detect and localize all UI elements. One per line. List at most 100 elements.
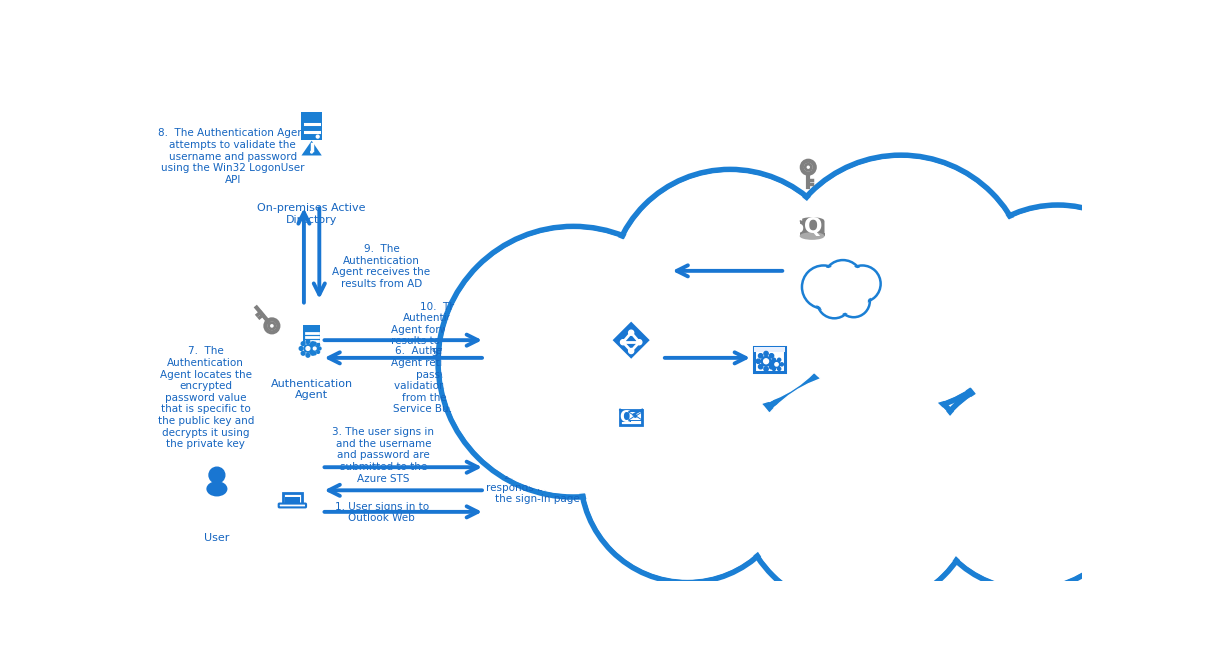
Circle shape bbox=[310, 343, 320, 353]
Circle shape bbox=[780, 363, 784, 366]
Circle shape bbox=[311, 351, 315, 355]
Circle shape bbox=[926, 380, 1132, 586]
Circle shape bbox=[816, 284, 851, 318]
Circle shape bbox=[763, 367, 768, 371]
Circle shape bbox=[763, 358, 768, 364]
Circle shape bbox=[312, 346, 317, 351]
Text: Azure Active Directory: Azure Active Directory bbox=[573, 383, 690, 392]
Circle shape bbox=[312, 347, 317, 351]
Circle shape bbox=[740, 373, 976, 607]
Circle shape bbox=[438, 227, 709, 497]
Text: SQL: SQL bbox=[788, 217, 836, 237]
Circle shape bbox=[759, 364, 762, 369]
Circle shape bbox=[778, 358, 780, 361]
Circle shape bbox=[304, 345, 311, 352]
Circle shape bbox=[778, 367, 780, 370]
Circle shape bbox=[773, 155, 1029, 411]
Circle shape bbox=[306, 347, 310, 351]
Circle shape bbox=[585, 373, 790, 579]
Circle shape bbox=[802, 266, 845, 309]
Text: 6.  Authentication
Agent retrieves the
password
validation request
from the Azur: 6. Authentication Agent retrieves the pa… bbox=[391, 346, 492, 414]
FancyBboxPatch shape bbox=[302, 112, 322, 140]
Circle shape bbox=[826, 263, 860, 296]
Circle shape bbox=[311, 342, 315, 345]
Text: 9.  The
Authentication
Agent receives the
results from AD: 9. The Authentication Agent receives the… bbox=[333, 244, 431, 289]
Circle shape bbox=[317, 351, 320, 353]
Circle shape bbox=[772, 358, 775, 361]
Circle shape bbox=[769, 363, 773, 366]
Text: 4.  Azure AD STS
retrieves public
keys for all
Authentication
Agents registered
: 4. Azure AD STS retrieves public keys fo… bbox=[662, 246, 755, 314]
Circle shape bbox=[613, 173, 848, 407]
FancyBboxPatch shape bbox=[621, 412, 632, 422]
Circle shape bbox=[772, 367, 775, 370]
Polygon shape bbox=[302, 141, 322, 155]
Circle shape bbox=[737, 369, 979, 611]
FancyBboxPatch shape bbox=[303, 325, 320, 344]
Circle shape bbox=[314, 352, 316, 355]
Circle shape bbox=[311, 151, 312, 153]
Text: 2. Azure STS
responds back with
the sign-in page: 2. Azure STS responds back with the sign… bbox=[486, 471, 587, 504]
Text: ✉: ✉ bbox=[627, 407, 644, 426]
Circle shape bbox=[844, 266, 880, 302]
Circle shape bbox=[772, 359, 775, 364]
FancyBboxPatch shape bbox=[620, 409, 642, 424]
Circle shape bbox=[299, 347, 303, 351]
FancyBboxPatch shape bbox=[285, 497, 300, 504]
Circle shape bbox=[837, 285, 870, 317]
Ellipse shape bbox=[800, 217, 825, 225]
Circle shape bbox=[756, 359, 761, 364]
Circle shape bbox=[309, 347, 311, 350]
Text: On-premises Active
Directory: On-premises Active Directory bbox=[257, 203, 365, 225]
FancyBboxPatch shape bbox=[800, 221, 825, 236]
FancyBboxPatch shape bbox=[282, 493, 303, 505]
Circle shape bbox=[773, 361, 780, 368]
Text: 5.  Azure AD STS
places the
password
validation request
onto the Azure
Service B: 5. Azure AD STS places the password vali… bbox=[655, 346, 751, 414]
Text: O: O bbox=[620, 409, 633, 424]
Circle shape bbox=[948, 209, 1167, 429]
Text: 8.  The Authentication Agent
attempts to validate the
username and password
usin: 8. The Authentication Agent attempts to … bbox=[158, 129, 308, 185]
Circle shape bbox=[609, 169, 851, 411]
Circle shape bbox=[306, 353, 310, 357]
Text: 3. The user signs in
and the username
and password are
submitted to the
Azure ST: 3. The user signs in and the username an… bbox=[333, 427, 434, 484]
FancyBboxPatch shape bbox=[279, 503, 306, 507]
Text: 11.  Azure AD STS
verifies the results
and continues the
sign-in procedure
as co: 11. Azure AD STS verifies the results an… bbox=[908, 306, 1006, 362]
Circle shape bbox=[314, 342, 316, 345]
Text: 1. User signs in to
Outlook Web: 1. User signs in to Outlook Web bbox=[335, 502, 429, 524]
Circle shape bbox=[637, 340, 642, 345]
Circle shape bbox=[310, 351, 312, 353]
Ellipse shape bbox=[800, 232, 825, 240]
Circle shape bbox=[316, 135, 320, 138]
Circle shape bbox=[777, 159, 1025, 407]
Circle shape bbox=[804, 268, 842, 306]
Circle shape bbox=[820, 287, 849, 315]
Circle shape bbox=[847, 268, 878, 300]
Circle shape bbox=[628, 349, 633, 353]
Circle shape bbox=[763, 351, 768, 356]
Circle shape bbox=[306, 340, 310, 343]
Text: 7.  The
Authentication
Agent locates the
encrypted
password value
that is specif: 7. The Authentication Agent locates the … bbox=[158, 346, 254, 449]
Circle shape bbox=[310, 343, 312, 346]
Circle shape bbox=[841, 287, 867, 315]
Text: Authentication
Agent: Authentication Agent bbox=[270, 379, 352, 400]
Circle shape bbox=[628, 330, 633, 335]
FancyBboxPatch shape bbox=[755, 347, 785, 352]
Circle shape bbox=[769, 354, 774, 358]
Circle shape bbox=[580, 369, 795, 582]
Circle shape bbox=[824, 260, 862, 299]
Circle shape bbox=[775, 362, 778, 366]
Circle shape bbox=[302, 351, 305, 355]
Circle shape bbox=[761, 357, 771, 366]
Ellipse shape bbox=[206, 481, 228, 496]
Circle shape bbox=[314, 347, 316, 350]
Circle shape bbox=[318, 347, 321, 350]
Circle shape bbox=[769, 364, 774, 369]
Circle shape bbox=[209, 467, 224, 483]
Circle shape bbox=[317, 343, 320, 346]
Circle shape bbox=[759, 354, 762, 358]
Circle shape bbox=[923, 376, 1136, 590]
FancyBboxPatch shape bbox=[755, 347, 785, 372]
Text: Outlook Web: Outlook Web bbox=[598, 444, 665, 454]
Circle shape bbox=[441, 231, 704, 493]
Circle shape bbox=[621, 340, 626, 345]
Text: User: User bbox=[204, 533, 229, 543]
